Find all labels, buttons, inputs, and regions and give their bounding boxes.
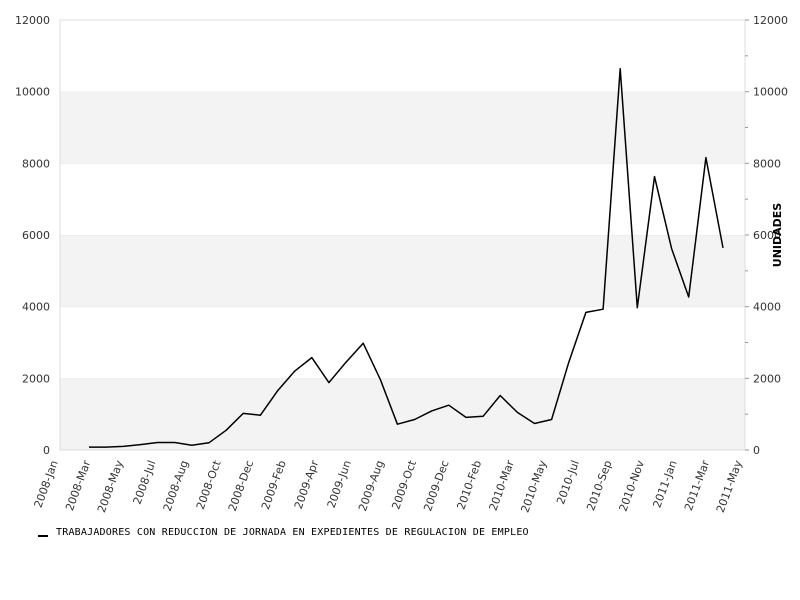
x-tick-label: 2008-Jul (131, 459, 159, 507)
plot-band (60, 378, 745, 450)
y-tick-label-right: 12000 (753, 14, 788, 27)
x-tick-label: 2010-Mar (487, 458, 517, 512)
y-axis-left: 0 2000 4000 6000 8000 10000 12000 (15, 14, 50, 457)
plot-background-bands (60, 19, 745, 450)
x-tick-label: 2010-Nov (617, 458, 648, 513)
plot-band (60, 163, 745, 235)
x-tick-label: 2011-Mar (682, 458, 712, 512)
y-tick-label-left: 10000 (15, 86, 50, 99)
plot-band (60, 306, 745, 379)
series-line (89, 67, 724, 448)
y-tick-label-left: 0 (43, 444, 50, 457)
x-tick-label: 2008-Mar (63, 458, 93, 512)
x-tick-label: 2010-Feb (454, 459, 484, 512)
x-tick-label: 2009-Jun (325, 459, 354, 510)
y-tick-label-right: 10000 (753, 86, 788, 99)
x-tick-label: 2009-Aug (356, 459, 386, 513)
y-tick-label-left: 4000 (22, 301, 50, 314)
plot-band (60, 20, 745, 92)
y-tick-label-left: 8000 (22, 157, 50, 170)
y-tick-label-left: 2000 (22, 372, 50, 385)
y-tick-label-right: 4000 (753, 301, 781, 314)
plot-band (60, 91, 745, 164)
y-tick-label-right: 8000 (753, 157, 781, 170)
y-axis-right-label: UNIDADES (771, 203, 784, 268)
x-axis: 2008-Jan 2008-Mar 2008-May 2008-Jul 2008-Aug… (32, 458, 745, 515)
x-tick-label: 2011-May (714, 458, 745, 514)
x-tick-label: 2009-Feb (259, 459, 289, 512)
x-tick-label: 2008-Dec (226, 459, 256, 513)
x-tick-label: 2009-Oct (389, 458, 419, 511)
y-tick-label-right: 6000 (753, 229, 781, 242)
y-tick-label-right: 0 (753, 444, 760, 457)
plot-band (60, 235, 745, 307)
x-tick-label: 2009-Apr (292, 458, 322, 511)
y-tick-label-left: 6000 (22, 229, 50, 242)
x-tick-label: 2008-Oct (194, 458, 224, 511)
x-tick-label: 2009-Dec (421, 459, 451, 513)
x-tick-label: 2011-Jan (651, 459, 680, 510)
x-tick-label: 2008-Jan (32, 459, 61, 510)
series-group (89, 67, 724, 448)
x-tick-label: 2010-May (518, 458, 549, 514)
legend-label: TRABAJADORES CON REDUCCION DE JORNADA EN… (56, 527, 529, 538)
legend: TRABAJADORES CON REDUCCION DE JORNADA EN… (38, 527, 529, 538)
legend-swatch-icon (38, 534, 48, 537)
y-axis-right: 0 2000 4000 6000 8000 10000 12000 (745, 14, 788, 457)
x-tick-label: 2010-Jul (554, 459, 582, 507)
x-tick-label: 2008-Aug (161, 459, 191, 513)
x-tick-label: 2010-Sep (584, 459, 614, 513)
y-tick-label-left: 12000 (15, 14, 50, 27)
y-tick-label-right: 2000 (753, 372, 781, 385)
x-tick-label: 2008-May (95, 458, 126, 514)
